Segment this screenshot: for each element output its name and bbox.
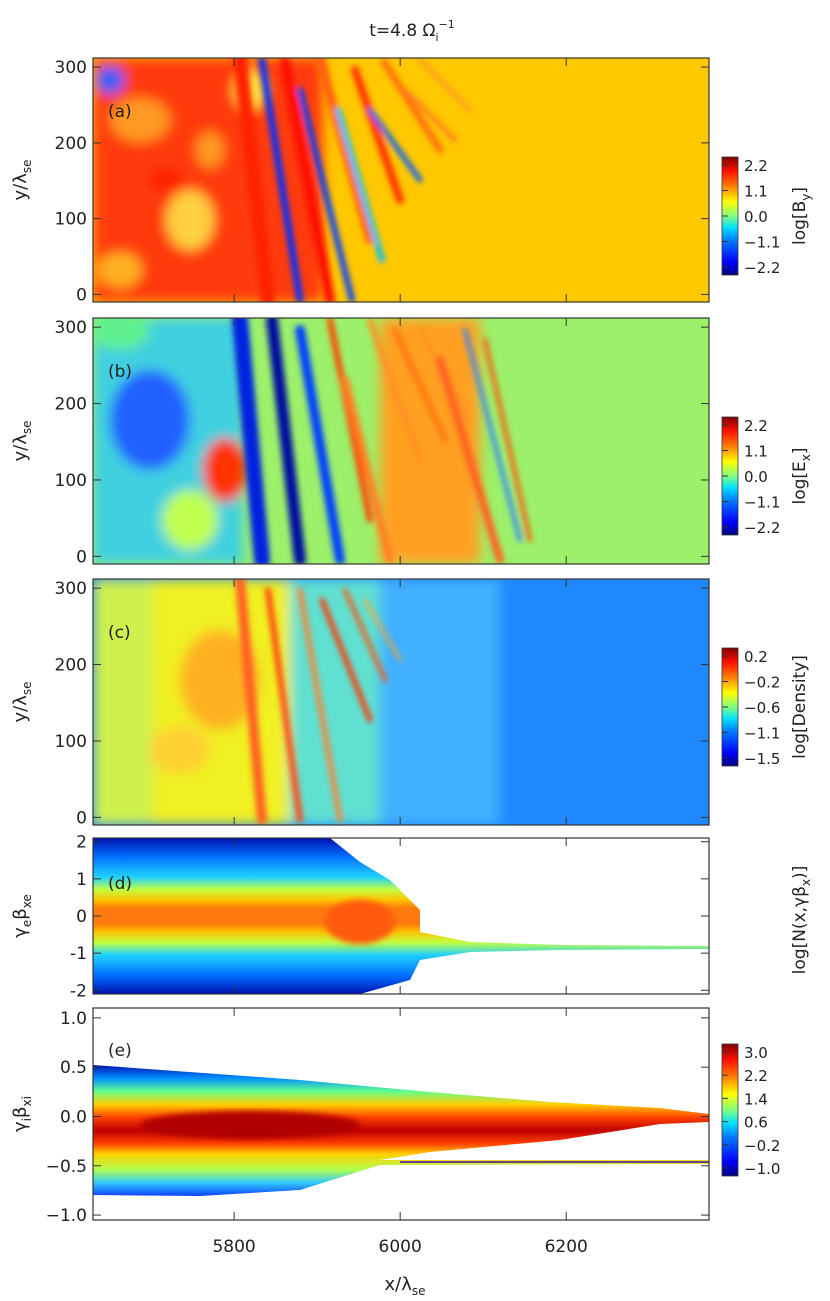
y-tick-label: 100: [55, 210, 87, 230]
x-tick-label: 5800: [212, 1237, 255, 1257]
colorbar-tick-label: 1.1: [744, 443, 768, 461]
panel-a: [93, 58, 709, 302]
y-tick-label: 200: [55, 134, 87, 154]
svg-text:log[Ex]: log[Ex]: [790, 447, 813, 504]
panel-d-label: (d): [108, 874, 132, 894]
colorbar-tick-label: −1.1: [744, 234, 780, 252]
panel-b-frame: [92, 317, 710, 565]
panel-b-yaxis: 0 100 200 300 y/λse: [10, 318, 709, 567]
colorbar-tick-label: −2.2: [744, 519, 780, 537]
colorbar-tick-label: −1.1: [744, 494, 780, 512]
svg-text:log[By]: log[By]: [790, 187, 813, 245]
y-tick-label: 1.0: [60, 1009, 87, 1029]
colorbar-tick-label: 0.6: [744, 1114, 768, 1132]
y-tick-label: -1: [70, 944, 87, 964]
colorbar-tick-label: 0.0: [744, 468, 768, 486]
y-tick-label: 200: [55, 656, 87, 676]
panel-e-core: [140, 1111, 360, 1139]
panel-c-label: (c): [108, 623, 131, 643]
panel-e-frame: [92, 1007, 710, 1221]
x-axis-label: x/λse: [384, 1274, 425, 1298]
panel-a-label: (a): [108, 102, 132, 122]
panel-d: [93, 838, 709, 994]
panel-a-streaks: [233, 58, 473, 302]
y-axis-label: y/λse: [10, 159, 34, 200]
colorbar-tick-label: 1.1: [744, 183, 768, 201]
colorbar-tick-label: −1.1: [744, 725, 780, 743]
colorbar-tick-label: 0.2: [744, 648, 768, 666]
y-tick-label: 300: [55, 318, 87, 338]
svg-text:log[N(x,γβx)]: log[N(x,γβx)]: [790, 866, 813, 975]
y-tick-label: 1: [76, 870, 87, 890]
colorbar-tick-label: 2.2: [744, 157, 768, 175]
colorbar-a: 2.2 1.1 0.0 −1.1 −2.2 log[By]: [721, 156, 813, 277]
panel-c-frame: [92, 578, 710, 826]
panel-a-downstream: [93, 58, 323, 302]
y-tick-label: 200: [55, 395, 87, 415]
y-axis-label: y/λse: [10, 420, 34, 461]
svg-text:log[Density]: log[Density]: [790, 655, 810, 759]
y-tick-label: -2: [70, 981, 87, 1001]
x-tick-label: 6000: [379, 1237, 422, 1257]
y-tick-label: 100: [55, 471, 87, 491]
colorbar-b: 2.2 1.1 0.0 −1.1 −2.2 log[Ex]: [721, 416, 813, 537]
y-tick-label: 0: [76, 808, 87, 828]
y-tick-label: −0.5: [46, 1157, 87, 1177]
colorbar-tick-label: 1.4: [744, 1090, 768, 1108]
y-tick-label: −1.0: [46, 1206, 87, 1226]
panel-a-yaxis: 0 100 200 300 y/λse: [10, 58, 709, 305]
colorbar-tick-label: −1.0: [744, 1160, 780, 1178]
panel-e-label: (e): [108, 1041, 132, 1061]
y-tick-label: 300: [55, 579, 87, 599]
y-tick-label: 100: [55, 732, 87, 752]
y-tick-label: 0: [76, 547, 87, 567]
panel-e-distribution: [93, 1065, 709, 1196]
panel-a-frame: [92, 57, 710, 303]
figure-title: t=4.8 Ωi−1: [369, 18, 455, 44]
panel-e-yaxis: −1.0 −0.5 0.0 0.5 1.0 γiβxi: [10, 1009, 709, 1226]
y-tick-label: 0.0: [60, 1107, 87, 1127]
y-tick-label: 300: [55, 58, 87, 78]
colorbar-tick-label: −0.2: [744, 1137, 780, 1155]
panel-c-yaxis: 0 100 200 300 y/λse: [10, 579, 709, 828]
colorbar-c: 0.2 −0.2 −0.6 −1.1 −1.5 log[Density]: [721, 647, 810, 768]
y-tick-label: 0.5: [60, 1058, 87, 1078]
colorbar-tick-label: 2.2: [744, 1067, 768, 1085]
colorbar-tick-label: −2.2: [744, 259, 780, 277]
y-tick-label: 2: [76, 833, 87, 853]
colorbar-tick-label: −0.2: [744, 674, 780, 692]
colorbar-tick-label: −0.6: [744, 699, 780, 717]
y-axis-label: γiβxi: [10, 1096, 34, 1132]
x-tick-label: 6200: [545, 1237, 588, 1257]
panel-d-core: [325, 900, 395, 944]
panel-e: [93, 1008, 709, 1220]
y-axis-label: y/λse: [10, 681, 34, 722]
panel-d-yaxis: -2 -1 0 1 2 γeβxe: [10, 833, 709, 1001]
panel-b: [93, 318, 709, 564]
x-axis: 5800 6000 6200: [212, 58, 588, 1257]
panel-d-distribution: [93, 838, 709, 994]
colorbar-tick-label: 0.0: [744, 208, 768, 226]
y-axis-label: γeβxe: [10, 894, 34, 938]
colorbar-tick-label: 2.2: [744, 417, 768, 435]
y-tick-label: 0: [76, 907, 87, 927]
panel-b-label: (b): [108, 362, 132, 382]
colorbar-tick-label: 3.0: [744, 1044, 768, 1062]
y-tick-label: 0: [76, 285, 87, 305]
colorbar-de: 3.0 2.2 1.4 0.6 −0.2 −1.0 log[N(x,γβx)]: [721, 866, 813, 1178]
panel-c: [93, 579, 709, 825]
colorbar-tick-label: −1.5: [744, 750, 780, 768]
